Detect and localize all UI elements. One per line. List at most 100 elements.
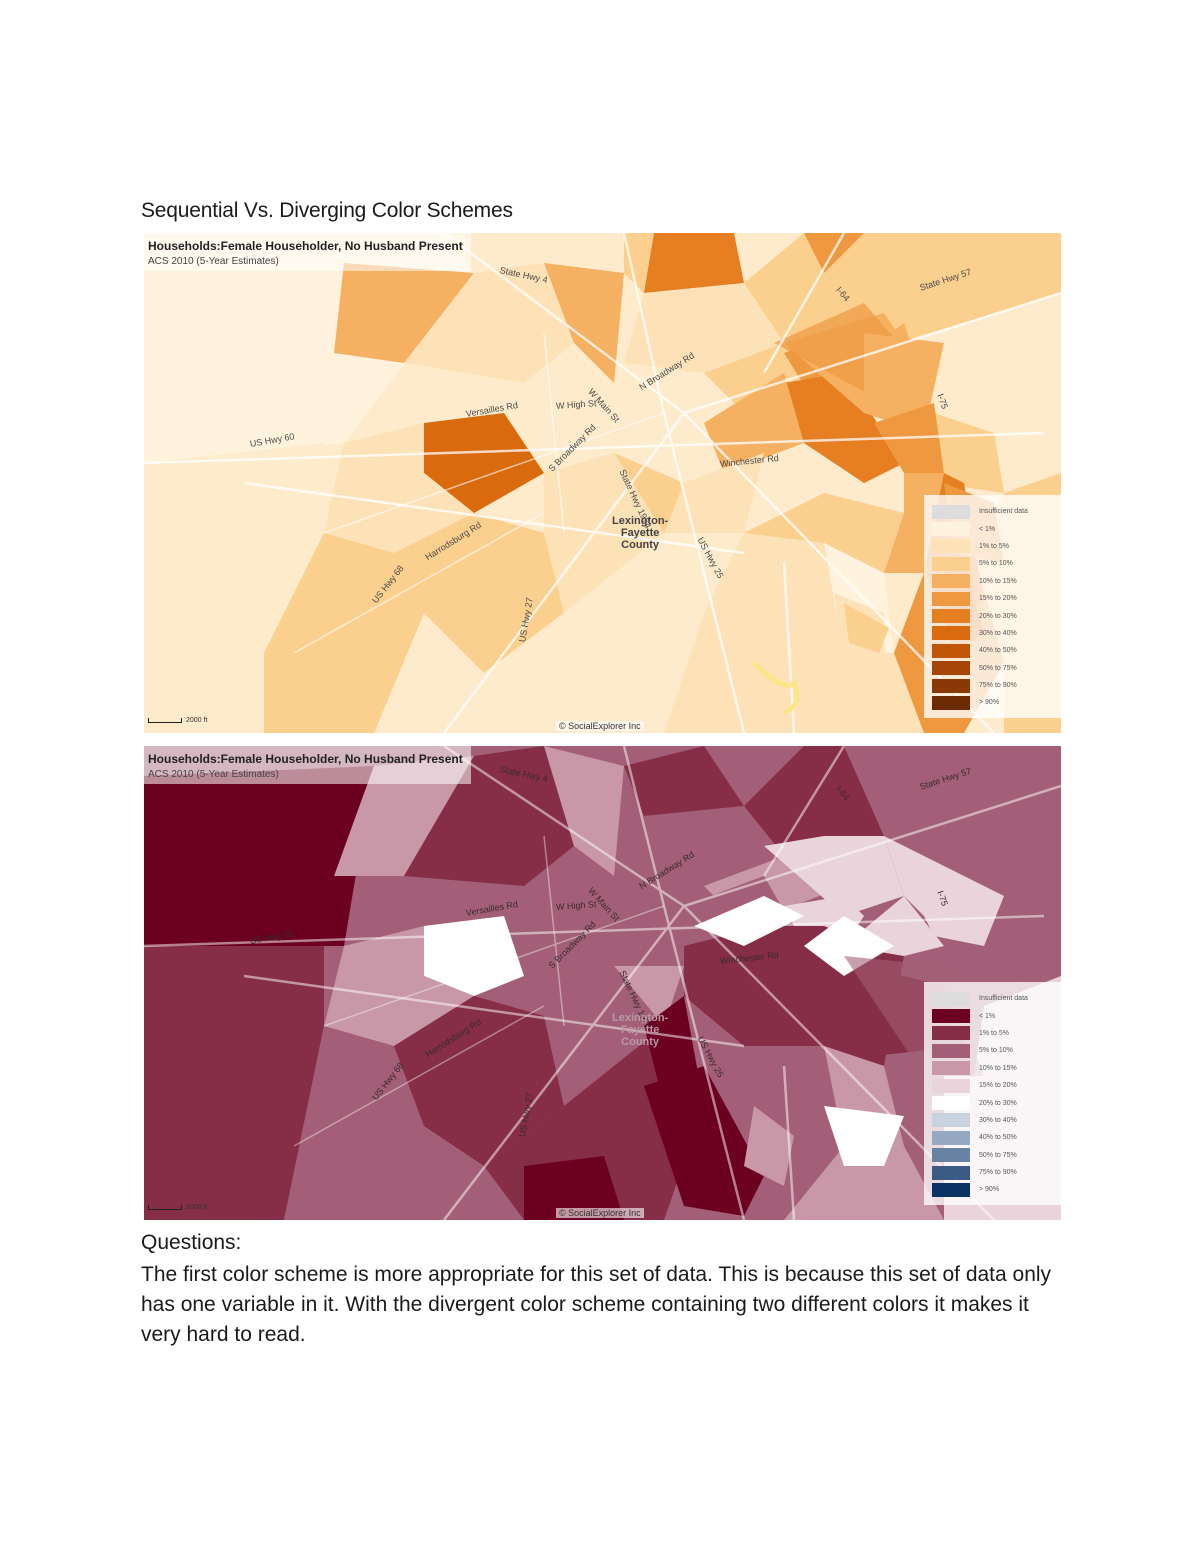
map-subtitle: ACS 2010 (5-Year Estimates)	[148, 256, 279, 267]
legend-item: 5% to 10%	[932, 555, 1052, 572]
scale-bar-line	[148, 1204, 182, 1210]
map-subtitle: ACS 2010 (5-Year Estimates)	[148, 769, 279, 780]
legend-label: 30% to 40%	[979, 629, 1017, 637]
legend-item: 15% to 20%	[932, 1077, 1052, 1094]
legend-label: 30% to 40%	[979, 1116, 1017, 1124]
legend-label: 15% to 20%	[979, 1082, 1017, 1090]
diverging-map: Households:Female Householder, No Husban…	[144, 746, 1061, 1220]
map-header: Households:Female Householder, No Husban…	[144, 233, 471, 271]
legend-swatch	[932, 556, 970, 571]
legend-item: 40% to 50%	[932, 642, 1052, 659]
legend-item: 1% to 5%	[932, 1025, 1052, 1042]
legend-swatch	[932, 1078, 970, 1093]
legend-item: Insufficient data	[932, 990, 1052, 1007]
legend-swatch	[932, 1061, 970, 1076]
legend-swatch	[932, 1026, 970, 1041]
place-label: Lexington- Fayette County	[612, 1012, 668, 1048]
legend-item: 20% to 30%	[932, 1094, 1052, 1111]
legend-label: 50% to 75%	[979, 664, 1017, 672]
legend-item: 30% to 40%	[932, 1112, 1052, 1129]
legend-item: > 90%	[932, 694, 1052, 711]
legend-item: < 1%	[932, 520, 1052, 537]
legend-swatch	[932, 1043, 970, 1058]
legend-item: < 1%	[932, 1007, 1052, 1024]
scale-bar-line	[148, 717, 182, 723]
legend-swatch	[932, 1113, 970, 1128]
legend-item: 15% to 20%	[932, 590, 1052, 607]
diverging-map-tracts	[144, 746, 1061, 1220]
legend-swatch	[932, 539, 970, 554]
legend-swatch	[932, 574, 970, 589]
legend-rows: Insufficient data < 1% 1% to 5% 5% to 10% 10…	[932, 503, 1052, 712]
legend-label: Insufficient data	[979, 508, 1028, 516]
legend-item: Insufficient data	[932, 503, 1052, 520]
legend-item: 75% to 90%	[932, 677, 1052, 694]
legend-swatch	[932, 678, 970, 693]
legend-label: 10% to 15%	[979, 577, 1017, 585]
legend-swatch	[932, 522, 970, 537]
place-label: Lexington- Fayette County	[612, 515, 668, 551]
legend-item: 5% to 10%	[932, 1042, 1052, 1059]
place-label-text: Lexington- Fayette County	[612, 1012, 669, 1048]
legend-label: 1% to 5%	[979, 542, 1009, 550]
legend-swatch	[932, 1009, 970, 1024]
legend-item: 10% to 15%	[932, 573, 1052, 590]
legend-swatch	[932, 695, 970, 710]
legend-swatch	[932, 1182, 970, 1197]
map-legend: Insufficient data < 1% 1% to 5% 5% to 10% 10…	[924, 495, 1061, 718]
legend-item: 75% to 90%	[932, 1164, 1052, 1181]
document-title: Sequential Vs. Diverging Color Schemes	[141, 199, 513, 222]
scale-bar-label: 2000 ft	[186, 717, 208, 724]
legend-label: < 1%	[979, 1012, 996, 1020]
legend-label: > 90%	[979, 1186, 1000, 1194]
legend-swatch	[932, 626, 970, 641]
legend-item: 30% to 40%	[932, 625, 1052, 642]
legend-item: 1% to 5%	[932, 538, 1052, 555]
legend-swatch	[932, 643, 970, 658]
legend-label: 20% to 30%	[979, 1099, 1017, 1107]
legend-swatch	[932, 1165, 970, 1180]
legend-swatch	[932, 661, 970, 676]
legend-swatch	[932, 1148, 970, 1163]
legend-label: 50% to 75%	[979, 1151, 1017, 1159]
legend-label: 5% to 10%	[979, 1047, 1013, 1055]
answer-paragraph: The first color scheme is more appropria…	[141, 1263, 1052, 1346]
legend-label: 40% to 50%	[979, 647, 1017, 655]
map-title: Households:Female Householder, No Husban…	[148, 752, 463, 766]
legend-swatch	[932, 991, 970, 1006]
legend-label: 1% to 5%	[979, 1029, 1009, 1037]
map-legend: Insufficient data < 1% 1% to 5% 5% to 10% 10…	[924, 982, 1061, 1205]
legend-swatch	[932, 1130, 970, 1145]
scale-bar: 2000 ft	[148, 1204, 207, 1211]
scale-bar: 2000 ft	[148, 717, 207, 724]
legend-label: > 90%	[979, 699, 1000, 707]
legend-label: 5% to 10%	[979, 560, 1013, 568]
legend-swatch	[932, 609, 970, 624]
legend-swatch	[932, 591, 970, 606]
legend-label: Insufficient data	[979, 995, 1028, 1003]
legend-item: 20% to 30%	[932, 607, 1052, 624]
legend-swatch	[932, 504, 970, 519]
legend-label: 10% to 15%	[979, 1064, 1017, 1072]
legend-item: 40% to 50%	[932, 1129, 1052, 1146]
legend-label: 75% to 90%	[979, 1169, 1017, 1177]
legend-swatch	[932, 1096, 970, 1111]
legend-label: 15% to 20%	[979, 595, 1017, 603]
legend-item: > 90%	[932, 1181, 1052, 1198]
legend-item: 50% to 75%	[932, 660, 1052, 677]
legend-label: < 1%	[979, 525, 996, 533]
map-header: Households:Female Householder, No Husban…	[144, 746, 471, 784]
questions-heading: Questions:	[141, 1231, 242, 1254]
sequential-map: Households:Female Householder, No Husban…	[144, 233, 1061, 733]
copyright: © SocialExplorer Inc	[556, 1208, 644, 1218]
map-title: Households:Female Householder, No Husban…	[148, 239, 463, 253]
legend-label: 40% to 50%	[979, 1134, 1017, 1142]
copyright: © SocialExplorer Inc	[556, 721, 644, 731]
legend-label: 20% to 30%	[979, 612, 1017, 620]
scale-bar-label: 2000 ft	[186, 1204, 208, 1211]
legend-item: 10% to 15%	[932, 1060, 1052, 1077]
legend-item: 50% to 75%	[932, 1147, 1052, 1164]
place-label-text: Lexington- Fayette County	[612, 515, 669, 551]
legend-label: 75% to 90%	[979, 682, 1017, 690]
legend-rows: Insufficient data < 1% 1% to 5% 5% to 10% 10…	[932, 990, 1052, 1199]
